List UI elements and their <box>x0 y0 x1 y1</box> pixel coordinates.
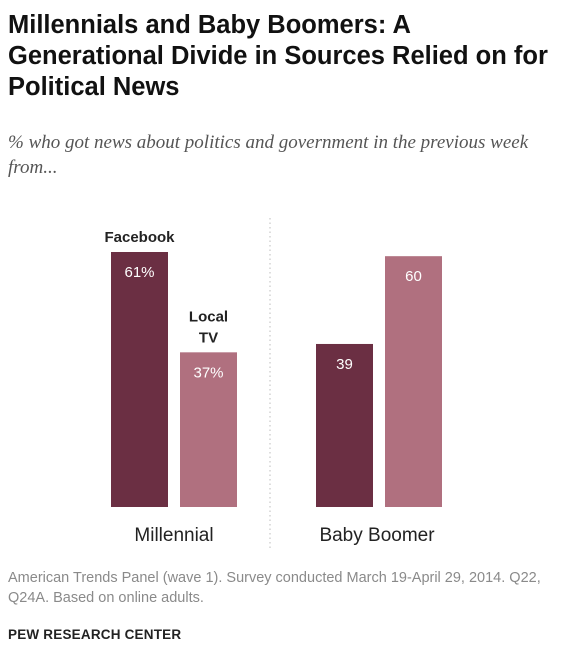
bar-value-label: 39 <box>336 356 353 373</box>
series-label: Facebook <box>104 229 175 246</box>
survey-note: American Trends Panel (wave 1). Survey c… <box>8 570 541 606</box>
series-label: Local <box>189 308 228 325</box>
source-credit: PEW RESEARCH CENTER <box>8 627 182 642</box>
bar-value-label: 37% <box>193 364 223 381</box>
series-label: TV <box>199 329 218 346</box>
category-label: Millennial <box>134 525 213 546</box>
bar-value-label: 60 <box>405 268 422 285</box>
bar-value-label: 61% <box>124 264 154 281</box>
bar-local-tv-millennial <box>180 352 237 507</box>
chart-subtitle: % who got news about politics and govern… <box>8 132 529 178</box>
chart-title: Millennials and Baby Boomers: A Generati… <box>8 11 548 101</box>
category-label: Baby Boomer <box>319 525 435 546</box>
bar-facebook-millennial <box>111 252 168 507</box>
bar-local-tv-baby-boomer <box>385 256 442 507</box>
bar-facebook-baby-boomer <box>316 343 373 507</box>
